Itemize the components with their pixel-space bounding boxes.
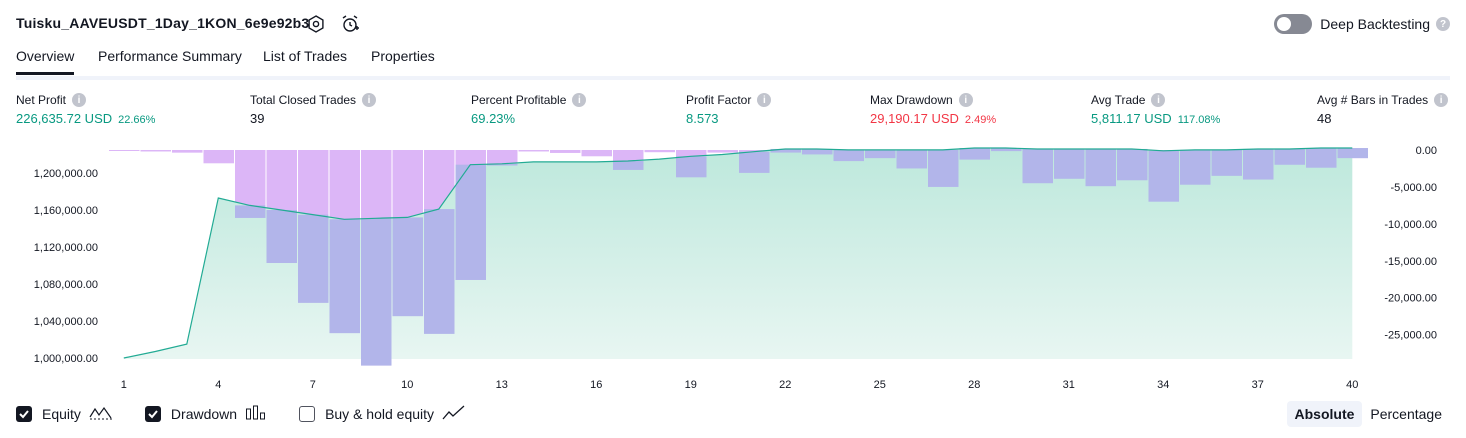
left-axis-tick: 1,000,000.00 (34, 353, 98, 365)
right-axis-tick: -25,000.00 (1384, 330, 1437, 342)
x-axis-tick: 31 (1063, 379, 1075, 391)
drawdown-bar-overlap (298, 215, 329, 303)
x-axis-tick: 4 (215, 379, 221, 391)
drawdown-bar-overlap (1180, 150, 1211, 185)
right-axis-tick: -20,000.00 (1384, 293, 1437, 305)
drawdown-bar-overlap (676, 156, 707, 177)
drawdown-bar-overlap (1212, 150, 1243, 176)
x-axis-tick: 22 (779, 379, 791, 391)
x-axis-tick: 16 (590, 379, 602, 391)
drawdown-bar-overlap (960, 148, 991, 160)
equity-line-icon (89, 405, 113, 424)
drawdown-bar-overlap (928, 150, 959, 187)
drawdown-bar-overlap (613, 161, 644, 170)
drawdown-bar (109, 150, 140, 151)
x-axis-tick: 40 (1346, 379, 1358, 391)
right-axis-tick: -10,000.00 (1384, 219, 1437, 231)
drawdown-bar (519, 150, 550, 151)
legend-label: Buy & hold equity (325, 406, 434, 422)
drawdown-bar-overlap (1275, 149, 1306, 165)
drawdown-bar-overlap (424, 209, 455, 334)
drawdown-bar-overlap (361, 218, 392, 365)
buy-hold-line-icon (442, 405, 466, 424)
percentage-button[interactable]: Percentage (1362, 401, 1450, 427)
legend-label: Equity (42, 406, 81, 422)
right-axis-tick: 0.00 (1416, 145, 1437, 157)
drawdown-bar (582, 150, 613, 156)
legend-buy-hold-equity[interactable]: Buy & hold equity (299, 405, 466, 424)
drawdown-bar (172, 150, 203, 153)
drawdown-bar-overlap (1338, 148, 1369, 158)
x-axis-tick: 7 (310, 379, 316, 391)
right-axis-tick: -15,000.00 (1384, 256, 1437, 268)
x-axis-tick: 37 (1252, 379, 1264, 391)
x-axis-tick: 34 (1157, 379, 1169, 391)
drawdown-bar (708, 150, 739, 153)
drawdown-bar-overlap (1054, 149, 1085, 179)
drawdown-bar-overlap (897, 150, 928, 169)
drawdown-bar-overlap (1086, 149, 1117, 186)
drawdown-bar-overlap (267, 210, 298, 263)
drawdown-bar (141, 150, 172, 151)
legend-drawdown[interactable]: Drawdown (145, 405, 267, 424)
equity-drawdown-chart[interactable]: 1,200,000.00 1,160,000.00 1,120,000.00 1,08… (0, 0, 1466, 400)
x-axis-tick: 10 (401, 379, 413, 391)
drawdown-checkbox[interactable] (145, 406, 161, 422)
drawdown-bar-overlap (1117, 149, 1148, 180)
x-axis-tick: 28 (968, 379, 980, 391)
left-axis-tick: 1,120,000.00 (34, 242, 98, 254)
left-axis-tick: 1,160,000.00 (34, 205, 98, 217)
drawdown-bar-overlap (834, 150, 865, 161)
absolute-button[interactable]: Absolute (1287, 401, 1363, 427)
drawdown-bar-overlap (865, 150, 896, 158)
drawdown-bar (645, 150, 676, 152)
left-y-axis: 1,200,000.00 1,160,000.00 1,120,000.00 1,08… (34, 168, 98, 365)
x-axis-tick: 19 (685, 379, 697, 391)
chart-legend: Equity Drawdown Buy & hold equity (16, 401, 498, 427)
legend-equity[interactable]: Equity (16, 405, 113, 424)
legend-label: Drawdown (171, 406, 237, 422)
left-axis-tick: 1,040,000.00 (34, 316, 98, 328)
left-axis-tick: 1,080,000.00 (34, 279, 98, 291)
drawdown-bar-overlap (1023, 149, 1054, 183)
x-axis-tick: 1 (121, 379, 127, 391)
drawdown-bar-overlap (456, 165, 487, 280)
drawdown-bar-overlap (393, 217, 424, 316)
drawdown-bar (204, 150, 235, 163)
drawdown-bar-overlap (1243, 149, 1274, 180)
drawdown-bar-overlap (330, 219, 361, 333)
x-axis-tick: 25 (874, 379, 886, 391)
x-axis: 1 4 7 10 13 16 19 22 25 28 31 34 37 40 (121, 379, 1359, 391)
right-axis-tick: -5,000.00 (1391, 182, 1437, 194)
left-axis-tick: 1,200,000.00 (34, 168, 98, 180)
drawdown-bar (550, 150, 581, 153)
drawdown-bars-icon (245, 405, 267, 424)
drawdown-bar-overlap (739, 152, 770, 173)
drawdown-bar-overlap (1306, 148, 1337, 168)
equity-checkbox[interactable] (16, 406, 32, 422)
scale-toggle: Absolute Percentage (1287, 400, 1451, 428)
buy-hold-checkbox[interactable] (299, 406, 315, 422)
x-axis-tick: 13 (496, 379, 508, 391)
right-y-axis: 0.00 -5,000.00 -10,000.00 -15,000.00 -20,000… (1384, 145, 1437, 342)
drawdown-bar-overlap (1149, 151, 1180, 202)
